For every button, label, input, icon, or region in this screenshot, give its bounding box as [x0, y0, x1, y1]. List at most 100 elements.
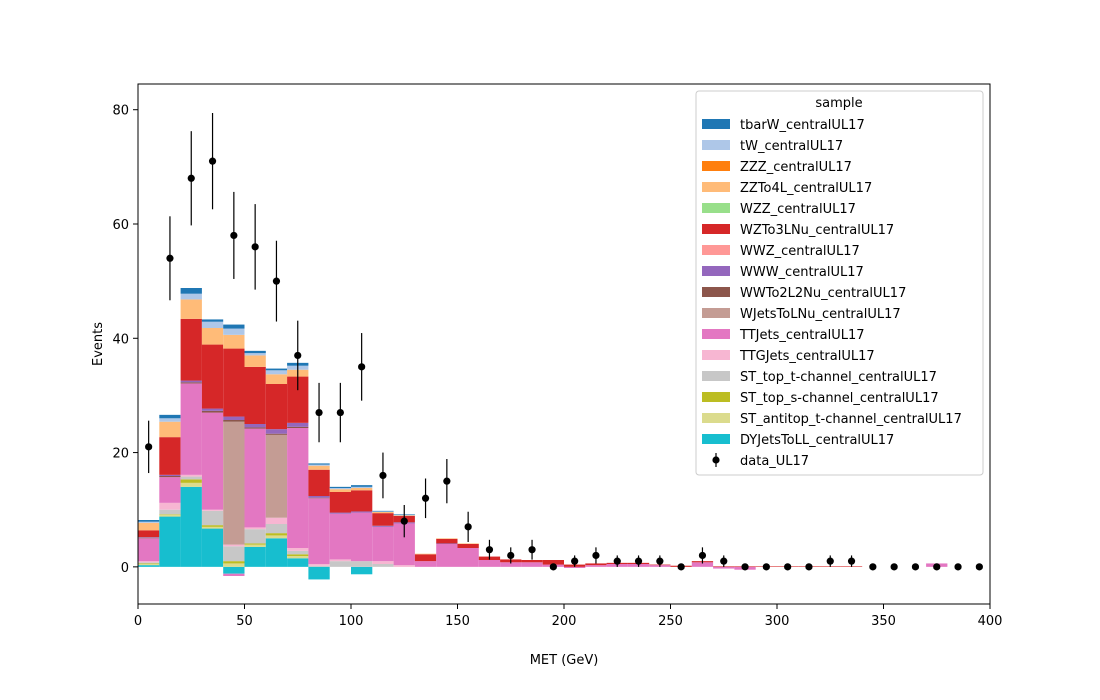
bar-segment: [201, 412, 224, 510]
bar-segment: [201, 509, 224, 511]
bar-segment: [478, 560, 501, 567]
bar-segment: [180, 299, 202, 319]
x-tick-label: 50: [236, 614, 253, 629]
bar-segment: [308, 465, 330, 470]
bar-segment: [138, 562, 160, 564]
bar-segment: [265, 370, 288, 375]
data-point: [166, 254, 174, 262]
data-point: [443, 477, 451, 485]
bar-segment: [457, 543, 479, 544]
bar-segment: [223, 334, 245, 349]
bar-segment: [223, 416, 245, 420]
bar-segment: [308, 496, 330, 498]
data-point: [400, 517, 408, 525]
bar-segment: [351, 566, 373, 575]
data-point: [145, 443, 153, 451]
bar-segment: [691, 562, 714, 567]
legend-title: sample: [815, 96, 862, 111]
data-point: [762, 563, 770, 571]
bar-segment: [287, 556, 309, 559]
legend-label: TTJets_centralUL17: [739, 328, 865, 343]
legend: sample tbarW_centralUL17 tW_centralUL17 ZZ…: [695, 90, 984, 476]
data-point: [230, 231, 238, 240]
x-tick-label: 350: [871, 614, 896, 629]
bar-segment: [223, 324, 245, 329]
bar-segment: [308, 464, 330, 466]
legend-label: ST_top_t-channel_centralUL17: [740, 370, 937, 385]
bar-segment: [223, 563, 245, 567]
bar-segment: [265, 374, 288, 384]
x-axis-label: MET (GeV): [530, 653, 599, 668]
legend-label: WJetsToLNu_centralUL17: [740, 307, 901, 322]
x-tick-label: 200: [552, 614, 577, 629]
bar-segment: [180, 476, 202, 480]
bar-segment: [223, 420, 245, 422]
bar-segment: [223, 328, 245, 335]
bar-segment: [223, 566, 245, 574]
bar-segment: [265, 517, 288, 524]
bar-segment: [244, 543, 266, 545]
bar-segment: [329, 513, 351, 560]
bar-segment: [329, 492, 351, 513]
bar-segment: [329, 486, 351, 488]
bar-segment: [138, 537, 160, 539]
bar-segment: [287, 548, 309, 551]
bar-segment: [308, 498, 330, 564]
bar-segment: [244, 424, 266, 428]
y-tick-label: 40: [112, 332, 129, 347]
bar-segment: [457, 544, 479, 548]
legend-swatch: [702, 287, 730, 297]
bar-segment: [265, 429, 288, 434]
bar-segment: [265, 524, 288, 534]
bar-segment: [351, 488, 373, 491]
data-point: [187, 174, 195, 182]
legend-label: tbarW_centralUL17: [740, 118, 865, 133]
bar-segment: [436, 543, 458, 544]
bar-segment: [351, 490, 373, 512]
bar-segment: [351, 486, 373, 488]
bar-segment: [244, 527, 266, 530]
data-point: [741, 563, 749, 571]
bar-segment: [201, 410, 224, 413]
bar-segment: [223, 546, 245, 562]
x-axis: 0 50 100 150 200 250 300 350 400: [134, 604, 1002, 629]
legend-swatch: [702, 119, 730, 129]
bar-segment: [159, 502, 181, 510]
bar-segment: [159, 437, 181, 475]
data-point: [911, 563, 920, 571]
bar-segment: [180, 380, 202, 383]
bar-segment: [223, 348, 245, 417]
legend-label: WZTo3LNu_centralUL17: [740, 223, 894, 238]
bar-segment: [329, 512, 351, 514]
y-axis-label: Events: [91, 322, 106, 366]
data-point: [571, 557, 579, 565]
bar-segment: [201, 510, 224, 526]
bar-segment: [180, 318, 202, 381]
bar-segment: [436, 538, 458, 539]
data-point: [677, 563, 685, 571]
data-point: [698, 551, 707, 560]
bar-segment: [244, 355, 266, 367]
bar-segment: [223, 561, 245, 564]
bar-segment: [201, 528, 224, 567]
bar-segment: [138, 561, 160, 563]
legend-swatch: [702, 266, 730, 276]
y-tick-label: 80: [112, 104, 129, 119]
bar-segment: [180, 293, 202, 300]
data-point: [720, 557, 728, 565]
bar-segment: [287, 422, 309, 427]
x-tick-label: 250: [658, 614, 683, 629]
bar-segment: [308, 497, 330, 499]
bar-segment: [138, 564, 160, 566]
bar-segment: [138, 565, 160, 567]
bar-segment: [308, 565, 330, 567]
data-point: [549, 563, 557, 571]
legend-label: WWTo2L2Nu_centralUL17: [740, 286, 906, 301]
bar-segment: [138, 522, 160, 531]
bar-segment: [372, 564, 394, 567]
bar-segment: [244, 544, 266, 547]
bar-segment: [542, 560, 564, 565]
bar-segment: [159, 509, 181, 515]
data-point: [464, 523, 472, 531]
bar-segment: [201, 319, 224, 322]
